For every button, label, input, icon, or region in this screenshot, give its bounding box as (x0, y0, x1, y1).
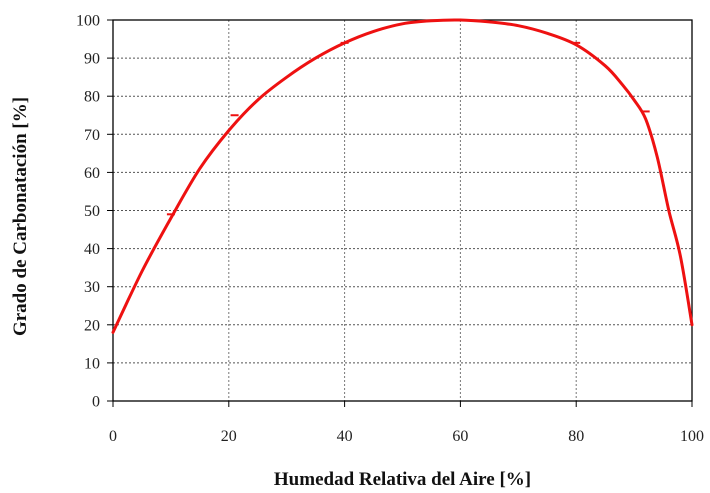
y-axis-title: Grado de Carbonatación [%] (10, 97, 31, 336)
x-tick-label: 0 (109, 428, 117, 445)
y-tick-label: 50 (84, 203, 100, 220)
y-tick-label: 30 (84, 279, 100, 296)
y-tick-label: 40 (84, 241, 100, 258)
x-axis-title: Humedad Relativa del Aire [%] (274, 469, 531, 490)
y-tick-label: 100 (76, 13, 100, 30)
y-tick-label: 60 (84, 165, 100, 182)
y-tick-label: 20 (84, 317, 100, 334)
x-tick-label: 40 (337, 428, 353, 445)
series-layer (111, 18, 694, 334)
y-tick-label: 90 (84, 51, 100, 68)
y-tick-label: 10 (84, 355, 100, 372)
axis-ticks: 0 10 20 30 40 50 60 70 80 90 100 0 20 40 60 80 100 (76, 13, 704, 446)
grid (113, 20, 692, 401)
y-tick-label: 80 (84, 89, 100, 106)
x-tick-label: 100 (680, 428, 704, 445)
x-tick-label: 60 (452, 428, 468, 445)
series-line (111, 18, 694, 334)
y-tick-label: 0 (92, 394, 100, 411)
y-tick-label: 70 (84, 127, 100, 144)
x-tick-label: 80 (568, 428, 584, 445)
x-tick-label: 20 (221, 428, 237, 445)
